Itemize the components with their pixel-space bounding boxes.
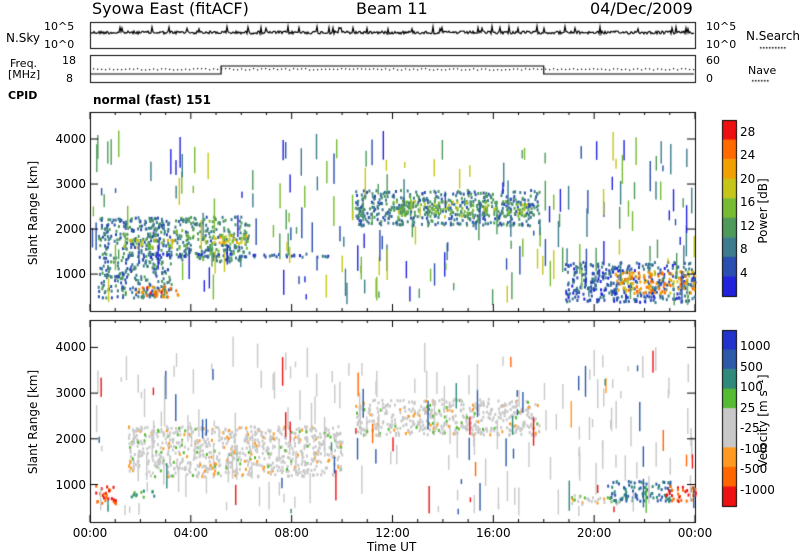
velocity-colorbar-tick: -500 [740, 462, 768, 476]
power-colorbar-tick: 28 [740, 124, 756, 139]
power-ytick-label: 1000 [55, 267, 86, 282]
freq-left-label-1: Freq. [10, 57, 38, 70]
freq-left-tick-bottom: 8 [66, 72, 73, 85]
power-colorbar-tick: 4 [740, 265, 748, 280]
noise-right-tick-top: 10^5 [706, 20, 737, 33]
power-colorbar-tick: 8 [740, 242, 748, 257]
noise-right-label: N.Search [746, 29, 800, 43]
station-title: Syowa East (fitACF) [92, 0, 249, 18]
xtick-label: 00:00 [677, 526, 713, 540]
xtick-label: 16:00 [476, 526, 511, 540]
nave-label: Nave [748, 64, 777, 77]
freq-left-label-2: [MHz] [8, 68, 41, 81]
velocity-colorbar-tick: -25 [740, 421, 760, 435]
power-ytick-label: 2000 [55, 222, 86, 237]
xtick-label: 08:00 [274, 526, 309, 540]
velocity-colorbar-tick: -100 [740, 441, 768, 456]
date-title: 04/Dec/2009 [590, 0, 693, 18]
noise-left-tick-bottom: 10^0 [44, 38, 75, 51]
velocity-ytick-label: 1000 [55, 477, 86, 492]
velocity-colorbar-tick: 500 [740, 359, 763, 374]
freq-left-tick-top: 18 [62, 54, 76, 67]
velocity-ylabel: Slant Range [km] [26, 369, 40, 475]
velocity-ytick-label: 3000 [55, 386, 86, 401]
cpid-label: CPID [8, 89, 38, 102]
velocity-colorbar-tick: 25 [740, 400, 756, 415]
power-colorbar-tick: 12 [740, 218, 756, 233]
noise-left-tick-top: 10^5 [44, 20, 75, 33]
xtick-label: 20:00 [576, 526, 612, 540]
xtick-label: 00:00 [72, 526, 108, 540]
power-colorbar-tick: 20 [740, 171, 756, 186]
xtick-label: 04:00 [173, 526, 209, 540]
power-colorbar-tick: 16 [740, 195, 756, 210]
power-ytick-label: 3000 [55, 177, 86, 192]
freq-right-tick-bottom: 0 [706, 72, 713, 85]
noise-left-label: N.Sky [6, 31, 41, 45]
cpid-mode: normal (fast) 151 [93, 93, 211, 107]
velocity-ytick-label: 2000 [55, 431, 86, 446]
power-colorbar-tick: 24 [740, 148, 756, 163]
xtick-label: 12:00 [375, 526, 410, 540]
velocity-colorbar-tick: -1000 [740, 482, 775, 497]
velocity-colorbar-tick: 1000 [740, 339, 771, 353]
beam-title: Beam 11 [356, 0, 428, 18]
power-colorbar-label: Power [dB] [756, 178, 770, 244]
time-xlabel: Time UT [367, 540, 417, 554]
power-ytick-label: 4000 [55, 132, 86, 146]
freq-right-tick-top: 60 [706, 54, 720, 67]
power-ylabel: Slant Range [km] [26, 160, 40, 266]
noise-right-tick-bottom: 10^0 [706, 38, 737, 51]
velocity-colorbar-tick: 100 [740, 380, 763, 394]
velocity-ytick-label: 4000 [55, 340, 86, 355]
